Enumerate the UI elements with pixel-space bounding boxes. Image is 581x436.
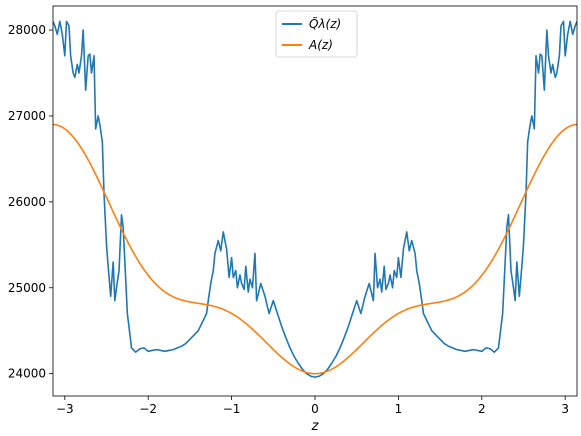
y-tick-label: 26000 xyxy=(8,195,46,209)
x-tick-label: 1 xyxy=(395,402,403,416)
legend-label-a: A(z) xyxy=(308,38,333,52)
y-tick-label: 24000 xyxy=(8,367,46,381)
y-tick-label: 25000 xyxy=(8,281,46,295)
plot-frame xyxy=(52,5,578,397)
x-tick-label: −1 xyxy=(223,402,241,416)
x-tick-label: 3 xyxy=(561,402,569,416)
x-tick-label: 2 xyxy=(478,402,486,416)
x-tick-label: −2 xyxy=(139,402,157,416)
x-tick-label: −3 xyxy=(56,402,74,416)
y-tick-label: 28000 xyxy=(8,23,46,37)
x-tick-label: 0 xyxy=(311,402,319,416)
y-tick-label: 27000 xyxy=(8,109,46,123)
x-axis-label: z xyxy=(311,419,320,434)
series-layer xyxy=(53,20,577,378)
legend-label-q: Q̃λ(z) xyxy=(309,17,341,31)
legend: Q̃λ(z) A(z) xyxy=(275,10,358,58)
series-a-line xyxy=(53,123,577,375)
series-q-line xyxy=(53,20,577,378)
